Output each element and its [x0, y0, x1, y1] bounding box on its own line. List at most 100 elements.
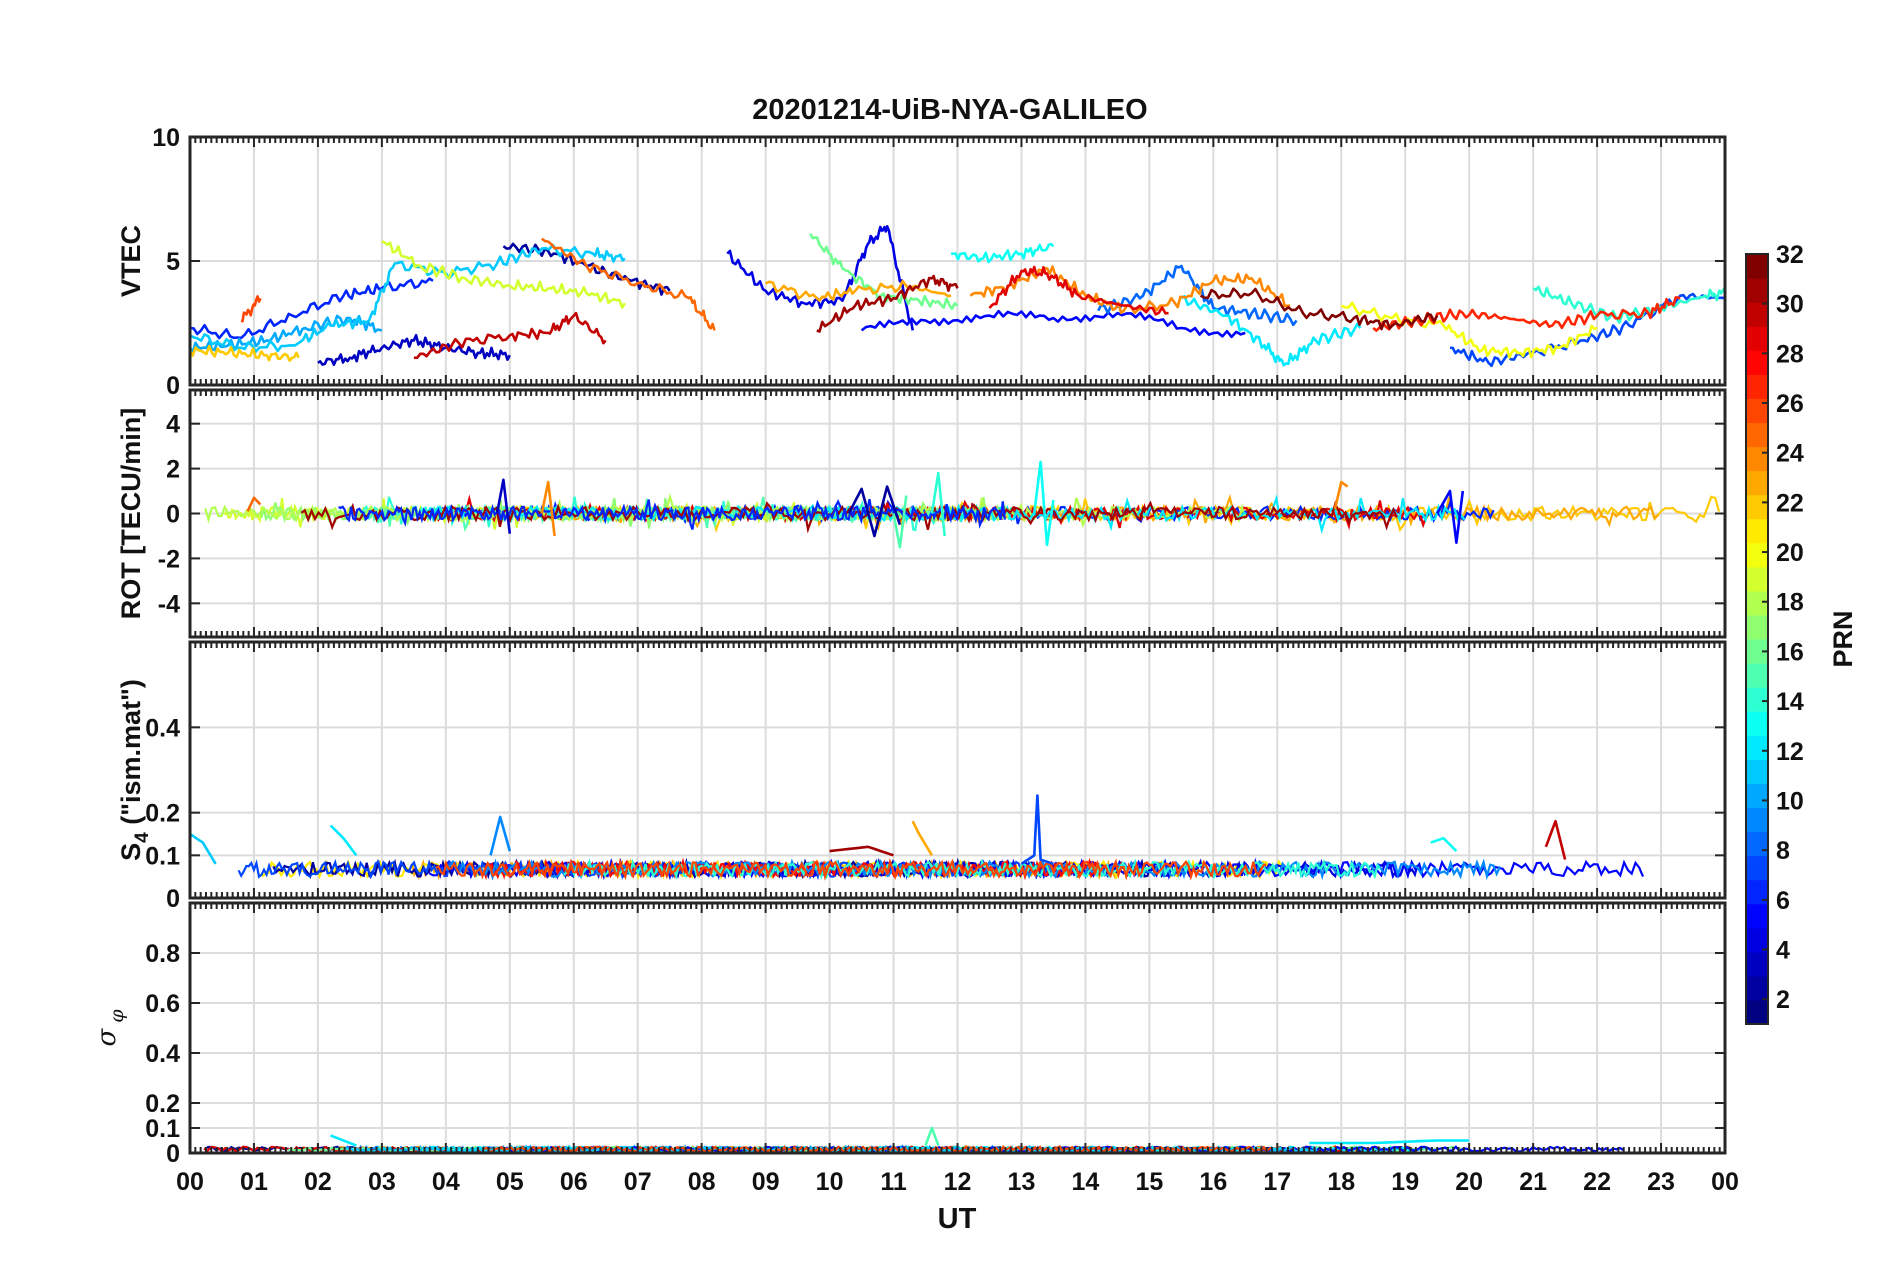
colorbar-segment: [1746, 735, 1768, 760]
colorbar-segment: [1746, 278, 1768, 303]
colorbar-segment: [1746, 783, 1768, 809]
x-tick-labels: 00 01 02 03 04 05 06 07 08 09 10 11 12 13 14 15 16 17 18 19…: [176, 1168, 1739, 1196]
x-tick-label: 16: [1199, 1168, 1227, 1196]
y-tick-label: 0.6: [145, 990, 180, 1018]
x-tick-label: 20: [1455, 1168, 1483, 1196]
panel-sigma_phi: 00.10.2 0.4 0.6 0.8 σ φ: [92, 901, 1727, 1168]
series-line-prn-14: [930, 471, 946, 537]
colorbar-segment: [1746, 975, 1768, 1001]
series-line-prn-31: [829, 845, 894, 857]
series-line-prn-12: [1180, 294, 1362, 367]
y-tick-label: 0: [166, 1140, 180, 1168]
colorbar-label: PRN: [1828, 610, 1858, 667]
x-tick-label: 01: [240, 1168, 268, 1196]
colorbar-tick-label: 22: [1776, 489, 1804, 517]
noise-line: [435, 857, 1267, 881]
colorbar-segment: [1746, 326, 1768, 351]
colorbar-tick-label: 16: [1776, 638, 1804, 666]
panel-VTEC: 0 5 10 VTEC: [116, 124, 1727, 400]
panel-S4: 00.10.20.4S4 ("ism.mat"): [116, 640, 1727, 913]
x-tick-label: 12: [944, 1168, 972, 1196]
colorbar-tick-label: 20: [1776, 539, 1804, 567]
colorbar-segment: [1746, 494, 1768, 520]
y-label-part: 4: [132, 832, 153, 843]
series-line-prn-30: [413, 311, 607, 360]
colorbar-segment: [1746, 663, 1768, 688]
colorbar-tick-label: 18: [1776, 589, 1804, 617]
x-tick-label: 15: [1135, 1168, 1163, 1196]
y-tick-label: 0.8: [145, 940, 180, 968]
x-tick-label: 09: [752, 1168, 780, 1196]
series-line-prn-22: [188, 344, 300, 362]
colorbar-segment: [1746, 687, 1768, 712]
chart-title: 20201214-UiB-NYA-GALILEO: [752, 94, 1147, 126]
colorbar-segment: [1746, 590, 1768, 616]
series-line-prn-7: [1020, 794, 1054, 866]
noise-line: [338, 498, 1006, 530]
y-tick-label: 0: [166, 885, 180, 913]
colorbar-segment: [1746, 374, 1768, 399]
noise-line: [300, 499, 1398, 534]
y-tick-label: -4: [158, 590, 180, 618]
y-label-part: S: [116, 843, 146, 861]
series-line-prn-26: [240, 295, 262, 323]
series-line-prn-3: [317, 333, 511, 366]
series-line-prn-32: [1199, 287, 1439, 331]
x-tick-label: 02: [304, 1168, 332, 1196]
y-label-part: φ: [106, 1009, 128, 1029]
y-axis-label: σ φ: [92, 1009, 128, 1047]
y-tick-label: 0.1: [145, 1115, 180, 1143]
y-tick-label: 0.2: [145, 1090, 180, 1118]
colorbar-segment: [1746, 951, 1768, 977]
x-tick-label: 03: [368, 1168, 396, 1196]
colorbar-segment: [1746, 855, 1768, 881]
x-tick-label: 22: [1583, 1168, 1611, 1196]
colorbar-segment: [1746, 639, 1768, 664]
series-line-prn-25: [541, 237, 716, 331]
series-line-prn-24: [969, 265, 1291, 315]
y-tick-label: 10: [152, 124, 180, 152]
colorbar-segment: [1746, 398, 1768, 424]
colorbar-segment: [1746, 759, 1768, 784]
series-line-prn-3: [495, 478, 512, 534]
x-tick-label: 10: [816, 1168, 844, 1196]
colorbar-segment: [1746, 542, 1768, 568]
x-tick-label: 08: [688, 1168, 716, 1196]
y-tick-label: 0.1: [145, 842, 180, 870]
x-tick-label: 00: [176, 1168, 204, 1196]
x-tick-label: 05: [496, 1168, 524, 1196]
x-tick-label: 23: [1647, 1168, 1675, 1196]
colorbar-segment: [1746, 446, 1768, 472]
series-line-prn-20: [1340, 301, 1598, 359]
x-tick-label: 07: [624, 1168, 652, 1196]
colorbar-segment: [1746, 711, 1768, 736]
colorbar-tick-label: 8: [1776, 837, 1790, 865]
series-line-prn-25: [246, 496, 262, 512]
y-tick-label: 0.4: [145, 1040, 180, 1068]
colorbar-segment: [1746, 302, 1768, 327]
series-line-prn-5: [860, 309, 1246, 339]
colorbar-tick-label: 4: [1776, 936, 1790, 964]
colorbar-segment: [1746, 422, 1768, 448]
series-line-prn-9: [489, 815, 512, 856]
series-line-prn-19: [381, 240, 626, 309]
colorbar-segment: [1746, 518, 1768, 544]
series-line-prn-13: [950, 242, 1055, 264]
series-line-prn-4: [726, 225, 914, 331]
y-axis-label: ROT [TECU/min]: [116, 408, 146, 619]
x-axis-label: UT: [938, 1203, 977, 1235]
colorbar-tick-label: 28: [1776, 340, 1804, 368]
series-line-prn-2: [847, 485, 902, 538]
series-line-prn-12: [329, 824, 358, 857]
x-tick-label: 11: [880, 1168, 907, 1196]
x-tick-label: 06: [560, 1168, 588, 1196]
series-line-prn-13: [1430, 837, 1458, 853]
colorbar-tick-label: 10: [1776, 787, 1804, 815]
y-tick-label: 5: [166, 248, 180, 276]
series-line-prn-30: [1544, 819, 1567, 860]
colorbar-segment: [1746, 254, 1768, 279]
series-line-prn-7: [1449, 292, 1726, 368]
x-tick-label: 13: [1008, 1168, 1036, 1196]
